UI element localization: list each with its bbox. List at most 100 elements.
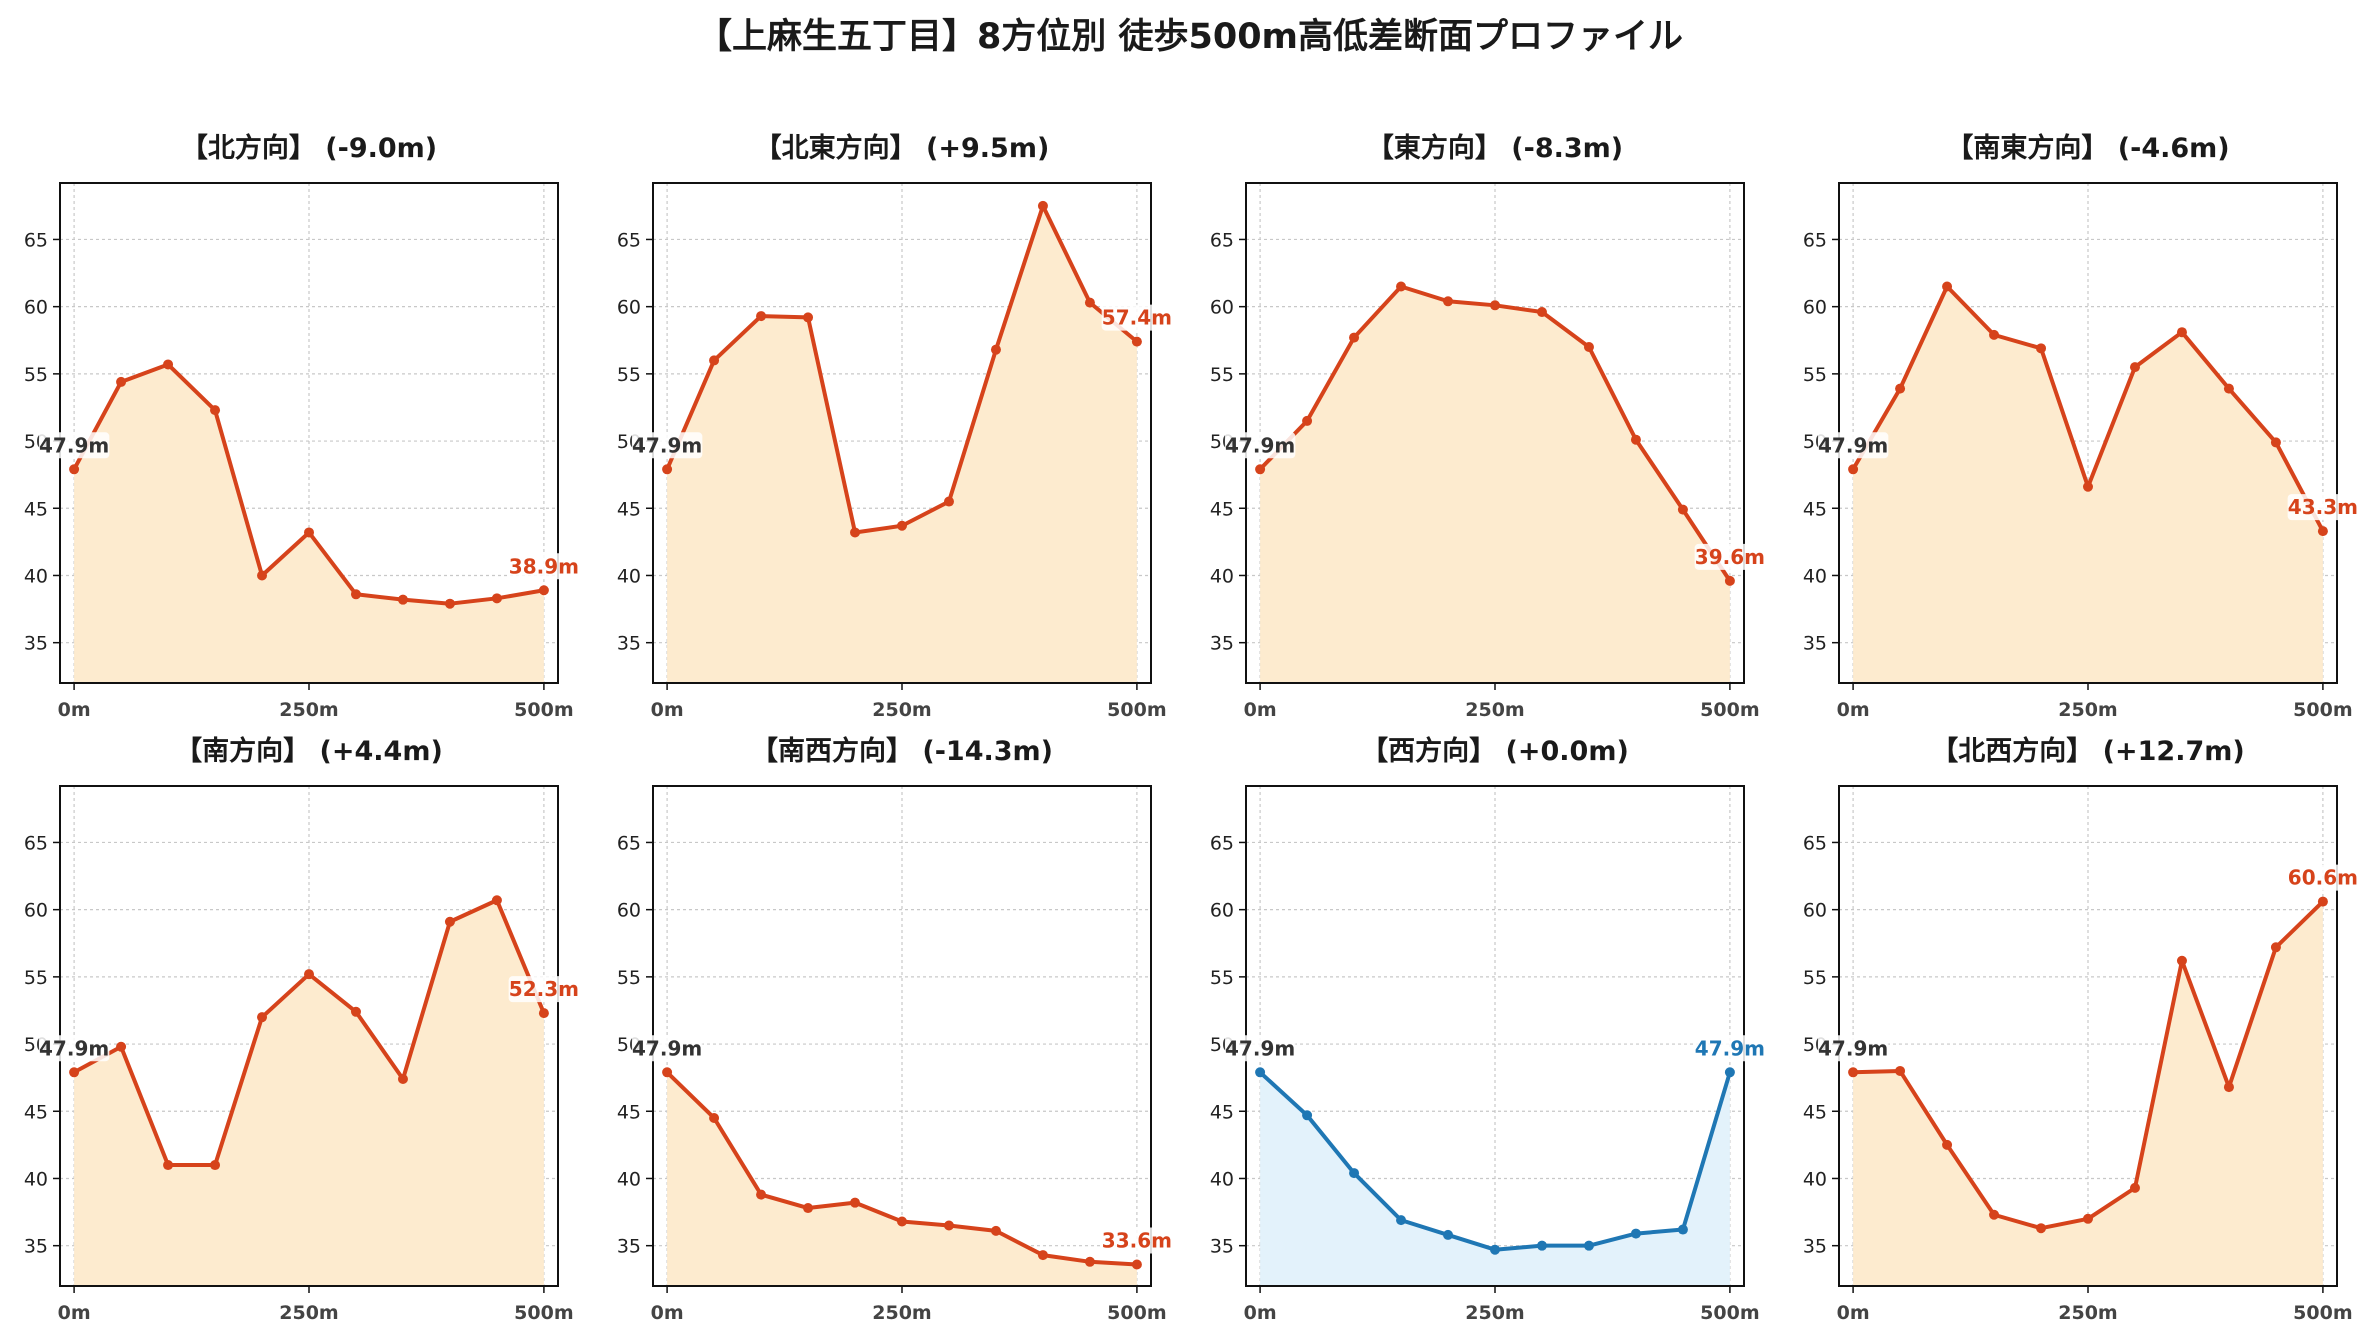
data-point <box>1848 464 1859 475</box>
end-value-label-bg <box>1101 1227 1173 1254</box>
data-point <box>1302 1110 1313 1121</box>
data-point <box>1895 383 1906 394</box>
x-tick-label: 500m <box>514 699 573 721</box>
y-tick-label: 60 <box>1210 297 1234 319</box>
y-tick-label: 35 <box>617 633 641 655</box>
x-tick-label: 250m <box>279 1302 338 1324</box>
x-tick-label: 0m <box>1244 1302 1277 1324</box>
data-point <box>1848 1067 1859 1078</box>
subplot-panel: 【北方向】 (-9.0m) 35 40 45 50 55 60 65 0m 250m 500m 47.… <box>24 126 580 721</box>
start-value-label-bg <box>1224 432 1296 459</box>
x-tick-label: 500m <box>1700 1302 1759 1324</box>
y-tick-label: 45 <box>24 498 48 520</box>
start-value-label-bg <box>1817 432 1889 459</box>
data-point <box>756 311 767 322</box>
data-point <box>257 570 268 581</box>
x-tick-label: 500m <box>2293 699 2352 721</box>
subplot-title: 【北方向】 (-9.0m) <box>180 133 438 164</box>
data-point <box>2270 437 2281 448</box>
y-tick-label: 65 <box>617 229 641 251</box>
data-point <box>491 593 502 604</box>
data-point <box>803 312 814 323</box>
x-tick-label: 250m <box>1465 1302 1524 1324</box>
x-tick-label: 0m <box>58 1302 91 1324</box>
data-point <box>1131 1259 1142 1270</box>
x-tick-label: 250m <box>872 1302 931 1324</box>
x-tick-label: 500m <box>2293 1302 2352 1324</box>
elevation-area <box>1853 901 2323 1286</box>
data-point <box>1630 434 1641 445</box>
data-point <box>304 969 314 980</box>
data-point <box>1989 329 2000 340</box>
data-point <box>2317 526 2328 537</box>
elevation-area <box>1260 286 1730 683</box>
start-value-label: 47.9m <box>632 433 702 457</box>
subplot-title: 【北東方向】 (+9.5m) <box>754 133 1050 164</box>
y-tick-label: 35 <box>617 1236 641 1258</box>
data-point <box>756 1189 767 1200</box>
end-value-label: 47.9m <box>1695 1036 1765 1060</box>
data-point <box>1396 281 1407 292</box>
end-value-label: 52.3m <box>509 977 579 1001</box>
end-value-label: 43.3m <box>2288 495 2358 519</box>
elevation-area <box>667 205 1137 683</box>
start-value-label: 47.9m <box>1225 433 1295 457</box>
data-point <box>897 520 907 531</box>
data-point <box>1255 1067 1266 1078</box>
end-value-label-bg <box>1694 543 1766 570</box>
x-tick-label: 250m <box>1465 699 1524 721</box>
y-tick-label: 40 <box>1210 565 1234 587</box>
subplot-panel: 【南方向】 (+4.4m) 35 40 45 50 55 60 65 0m 250m 500m 47.… <box>24 729 580 1324</box>
data-point <box>163 359 174 370</box>
y-tick-label: 55 <box>1210 364 1234 386</box>
y-tick-label: 60 <box>1803 900 1827 922</box>
subplot-panel: 【東方向】 (-8.3m) 35 40 45 50 55 60 65 0m 250m 500m 47.… <box>1210 126 1766 721</box>
end-value-label-bg <box>508 976 580 1003</box>
data-point <box>116 1041 127 1052</box>
data-point <box>1536 1240 1547 1251</box>
start-value-label: 47.9m <box>39 433 109 457</box>
y-tick-label: 35 <box>1803 1236 1827 1258</box>
y-tick-label: 45 <box>1210 1101 1234 1123</box>
data-point <box>2223 1082 2234 1093</box>
data-point <box>304 527 314 538</box>
start-value-label: 47.9m <box>1818 1036 1888 1060</box>
x-tick-label: 250m <box>2058 699 2117 721</box>
data-point <box>1037 1250 1048 1261</box>
y-tick-label: 45 <box>1210 498 1234 520</box>
start-value-label-bg <box>631 432 703 459</box>
data-point <box>709 1112 720 1123</box>
data-point <box>2129 362 2140 373</box>
data-point <box>2129 1182 2140 1193</box>
end-value-label-bg <box>508 553 580 580</box>
subplot-title: 【北西方向】 (+12.7m) <box>1931 736 2245 767</box>
start-value-label-bg <box>38 1035 110 1062</box>
data-point <box>1037 200 1048 211</box>
y-tick-label: 45 <box>617 498 641 520</box>
data-point <box>1536 307 1547 318</box>
subplot-title: 【南西方向】 (-14.3m) <box>750 736 1054 767</box>
data-point <box>116 376 127 387</box>
data-point <box>1084 1256 1095 1267</box>
subplot-panel: 【西方向】 (+0.0m) 35 40 45 50 55 60 65 0m 250m 500m 47.… <box>1210 729 1766 1324</box>
y-tick-label: 45 <box>1803 1101 1827 1123</box>
end-value-label: 39.6m <box>1695 545 1765 569</box>
data-point <box>257 1012 268 1023</box>
data-point <box>2223 383 2234 394</box>
elevation-area <box>74 900 544 1286</box>
data-point <box>1942 1139 1953 1150</box>
subplot-title: 【東方向】 (-8.3m) <box>1366 133 1624 164</box>
end-value-label: 60.6m <box>2288 866 2358 890</box>
x-tick-label: 0m <box>58 699 91 721</box>
y-tick-label: 35 <box>1803 633 1827 655</box>
data-point <box>538 1008 549 1019</box>
y-tick-label: 45 <box>24 1101 48 1123</box>
data-point <box>2176 955 2187 966</box>
y-tick-label: 35 <box>24 1236 48 1258</box>
y-tick-label: 55 <box>24 967 48 989</box>
end-value-label-bg <box>2287 864 2359 891</box>
y-tick-label: 55 <box>617 967 641 989</box>
